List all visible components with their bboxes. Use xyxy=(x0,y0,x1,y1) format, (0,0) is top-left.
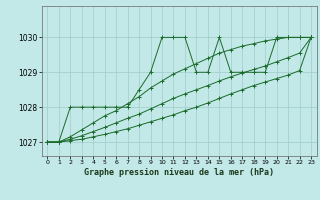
X-axis label: Graphe pression niveau de la mer (hPa): Graphe pression niveau de la mer (hPa) xyxy=(84,168,274,177)
